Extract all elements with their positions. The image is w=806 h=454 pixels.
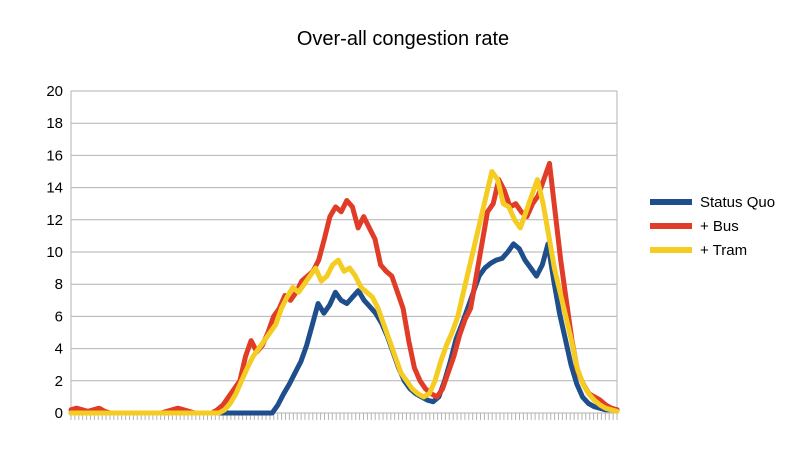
legend-label-1: + Bus	[700, 218, 739, 235]
series-line-2	[68, 169, 620, 416]
y-tick-label: 20	[46, 83, 63, 100]
y-tick-label: 10	[46, 244, 63, 261]
y-tick-label: 2	[55, 373, 63, 390]
legend-label-0: Status Quo	[700, 194, 775, 211]
y-tick-label: 8	[55, 276, 63, 293]
y-tick-label: 16	[46, 147, 63, 164]
legend: Status Quo + Bus + Tram	[650, 194, 775, 259]
legend-label-2: + Tram	[700, 242, 747, 259]
y-tick-label: 0	[55, 405, 63, 422]
y-tick-label: 14	[46, 180, 63, 197]
y-tick-label: 6	[55, 308, 63, 325]
x-axis-ticks	[70, 413, 618, 420]
grid-lines	[70, 90, 618, 414]
y-tick-label: 12	[46, 212, 63, 229]
chart-title: Over-all congestion rate	[297, 28, 509, 50]
y-axis-tick-labels: 0 2 4 6 8 10 12 14 16 18 20	[46, 83, 63, 422]
y-tick-label: 18	[46, 115, 63, 132]
series-lines	[68, 160, 620, 416]
y-tick-label: 4	[55, 341, 63, 358]
series-line-1	[68, 160, 620, 416]
